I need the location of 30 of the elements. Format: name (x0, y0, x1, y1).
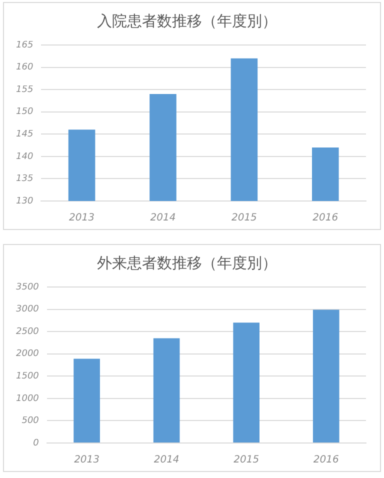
y-tick-label: 140 (16, 152, 34, 162)
bar (74, 358, 100, 442)
y-tick-label: 1500 (16, 371, 40, 382)
y-tick-label: 150 (16, 107, 34, 118)
x-tick-label: 2014 (154, 454, 180, 466)
x-tick-label: 2015 (231, 212, 257, 224)
chart-title: 入院患者数推移（年度別） (97, 12, 277, 30)
y-tick-label: 155 (16, 84, 34, 95)
bar (233, 322, 260, 442)
x-tick-label: 2016 (313, 454, 339, 466)
x-tick-label: 2013 (74, 454, 100, 466)
y-tick-label: 0 (33, 438, 40, 448)
chart-title: 外来患者数推移（年度別） (97, 254, 277, 272)
y-tick-label: 500 (22, 416, 40, 426)
y-tick-label: 165 (16, 40, 34, 50)
x-tick-label: 2013 (69, 212, 95, 224)
y-tick-label: 2000 (16, 349, 40, 360)
y-tick-label: 1000 (16, 394, 40, 404)
y-tick-label: 135 (16, 174, 34, 184)
bar (312, 310, 340, 442)
y-tick-label: 145 (16, 129, 34, 140)
y-tick-label: 160 (16, 62, 34, 73)
y-tick-label: 2500 (16, 326, 40, 337)
y-tick-label: 3500 (16, 282, 40, 292)
x-tick-label: 2016 (312, 212, 338, 224)
y-tick-label: 3000 (16, 304, 40, 315)
x-tick-label: 2015 (234, 454, 260, 466)
y-tick-label: 130 (16, 196, 34, 206)
bar (153, 338, 180, 442)
x-tick-label: 2014 (150, 212, 176, 224)
